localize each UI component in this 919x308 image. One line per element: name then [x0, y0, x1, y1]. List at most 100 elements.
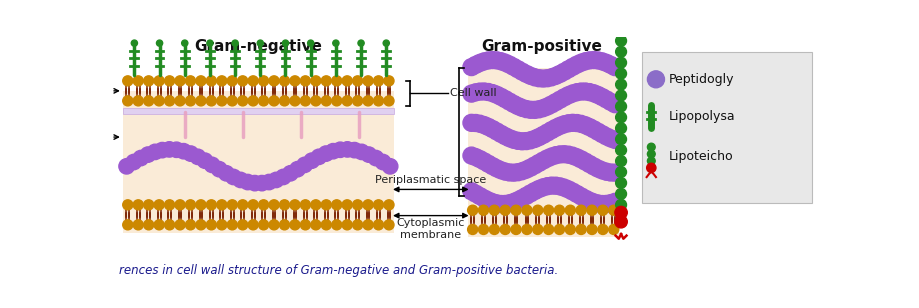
- Circle shape: [321, 200, 331, 210]
- Circle shape: [539, 150, 555, 167]
- Circle shape: [126, 154, 142, 170]
- Circle shape: [196, 220, 206, 230]
- Circle shape: [589, 160, 606, 177]
- Circle shape: [505, 131, 522, 148]
- Circle shape: [133, 220, 143, 230]
- Circle shape: [521, 101, 539, 118]
- Circle shape: [478, 225, 488, 234]
- Circle shape: [581, 119, 597, 136]
- Circle shape: [131, 40, 137, 46]
- Circle shape: [300, 220, 310, 230]
- Circle shape: [547, 120, 563, 136]
- Circle shape: [572, 54, 589, 71]
- Circle shape: [550, 117, 568, 134]
- Circle shape: [217, 76, 227, 86]
- Circle shape: [530, 129, 547, 146]
- Circle shape: [513, 163, 530, 180]
- Circle shape: [375, 154, 391, 170]
- Circle shape: [534, 127, 551, 144]
- Circle shape: [606, 193, 623, 210]
- Circle shape: [483, 52, 501, 69]
- Circle shape: [615, 177, 626, 188]
- Circle shape: [589, 87, 606, 103]
- Circle shape: [467, 185, 483, 202]
- Circle shape: [279, 76, 289, 86]
- Circle shape: [279, 96, 289, 106]
- Circle shape: [206, 200, 216, 210]
- Circle shape: [122, 76, 132, 86]
- Circle shape: [488, 52, 505, 69]
- Circle shape: [547, 177, 563, 194]
- Circle shape: [597, 205, 607, 215]
- Circle shape: [183, 146, 199, 161]
- Circle shape: [539, 98, 555, 115]
- Circle shape: [584, 194, 602, 211]
- Circle shape: [225, 169, 241, 185]
- Circle shape: [532, 205, 542, 215]
- Circle shape: [584, 121, 602, 138]
- Text: Gram-positive: Gram-positive: [481, 38, 601, 54]
- Circle shape: [247, 176, 262, 191]
- Circle shape: [289, 76, 300, 86]
- Circle shape: [517, 65, 534, 82]
- Circle shape: [517, 161, 534, 178]
- Circle shape: [597, 225, 607, 234]
- Circle shape: [615, 145, 626, 156]
- Circle shape: [496, 163, 513, 180]
- Circle shape: [147, 144, 163, 160]
- Circle shape: [480, 83, 496, 100]
- Circle shape: [526, 101, 543, 118]
- Circle shape: [505, 193, 522, 210]
- Circle shape: [534, 152, 551, 169]
- Circle shape: [227, 220, 237, 230]
- Circle shape: [467, 205, 477, 215]
- Circle shape: [332, 220, 341, 230]
- Circle shape: [505, 95, 522, 112]
- Circle shape: [555, 179, 573, 196]
- Circle shape: [543, 225, 553, 234]
- Circle shape: [475, 153, 493, 170]
- Circle shape: [357, 40, 364, 46]
- Circle shape: [576, 153, 594, 170]
- Circle shape: [543, 205, 553, 215]
- Circle shape: [332, 96, 341, 106]
- Circle shape: [467, 84, 483, 101]
- Circle shape: [593, 126, 610, 143]
- Circle shape: [563, 147, 581, 164]
- Circle shape: [196, 200, 206, 210]
- Circle shape: [360, 147, 376, 162]
- Circle shape: [560, 87, 576, 104]
- Circle shape: [363, 76, 373, 86]
- Circle shape: [581, 84, 597, 101]
- Circle shape: [547, 147, 563, 164]
- Circle shape: [462, 114, 480, 131]
- Circle shape: [492, 53, 509, 70]
- Circle shape: [509, 192, 526, 209]
- Circle shape: [597, 55, 614, 71]
- Circle shape: [471, 115, 488, 132]
- Circle shape: [383, 76, 393, 86]
- Circle shape: [542, 96, 560, 113]
- Circle shape: [475, 117, 493, 134]
- Circle shape: [615, 134, 626, 144]
- Circle shape: [321, 96, 331, 106]
- Circle shape: [257, 40, 263, 46]
- Circle shape: [568, 149, 584, 166]
- Text: Peptidogly: Peptidogly: [667, 73, 733, 86]
- Circle shape: [488, 195, 505, 212]
- Circle shape: [279, 220, 289, 230]
- Circle shape: [373, 76, 383, 86]
- Circle shape: [539, 178, 555, 195]
- Circle shape: [509, 164, 526, 181]
- Circle shape: [492, 196, 509, 213]
- Circle shape: [462, 183, 480, 200]
- Circle shape: [539, 70, 555, 87]
- Circle shape: [576, 83, 594, 100]
- Circle shape: [143, 200, 153, 210]
- Circle shape: [517, 133, 534, 150]
- Circle shape: [168, 142, 184, 157]
- Circle shape: [165, 76, 175, 86]
- Circle shape: [615, 167, 626, 177]
- Circle shape: [532, 225, 542, 234]
- Circle shape: [601, 56, 618, 73]
